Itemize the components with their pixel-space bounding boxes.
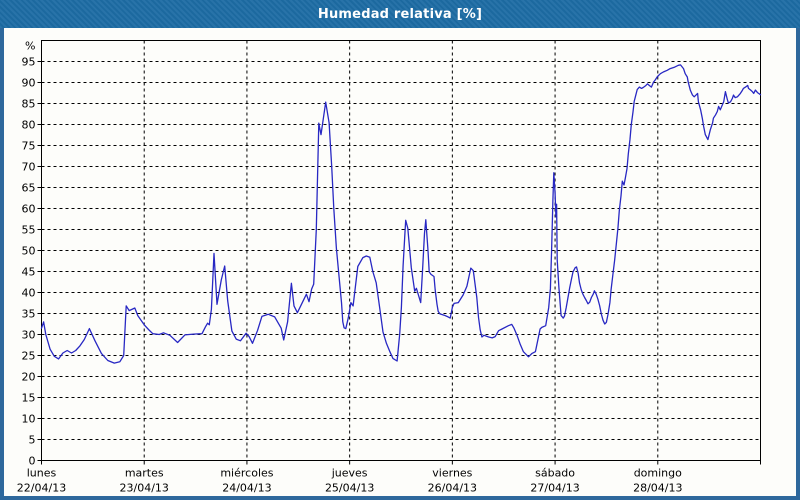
svg-text:70: 70 <box>22 161 36 174</box>
svg-text:85: 85 <box>22 98 36 111</box>
day-date-label: 28/04/13 <box>633 482 682 495</box>
day-date-label: 22/04/13 <box>17 482 66 495</box>
day-name-label: sábado <box>535 467 575 480</box>
day-name-label: martes <box>125 467 164 480</box>
x-axis-labels: lunes 22/04/13 martes 23/04/13 miércoles 24/0… <box>17 467 683 495</box>
chart-panel: 0 5 10 15 20 25 30 35 40 45 50 55 60 65 70 75 80 85 90 95% l… <box>4 28 796 496</box>
day-name-label: jueves <box>331 467 368 480</box>
day-name-label: lunes <box>27 467 57 480</box>
plot-frame <box>41 40 761 461</box>
svg-text:25: 25 <box>22 350 36 363</box>
svg-text:75: 75 <box>22 140 36 153</box>
day-date-label: 23/04/13 <box>120 482 169 495</box>
gridlines <box>41 40 761 461</box>
y-axis-labels: 0 5 10 15 20 25 30 35 40 45 50 55 60 65 70 75 80 85 90 95% <box>22 40 36 468</box>
day-date-label: 26/04/13 <box>428 482 477 495</box>
day-name-label: viernes <box>432 467 472 480</box>
day-date-label: 25/04/13 <box>325 482 374 495</box>
day-date-label: 27/04/13 <box>530 482 579 495</box>
svg-text:95: 95 <box>22 56 36 69</box>
y-unit-label: % <box>25 40 35 53</box>
day-name-label: miércoles <box>220 467 273 480</box>
svg-text:65: 65 <box>22 182 36 195</box>
svg-text:55: 55 <box>22 224 36 237</box>
axis-ticks <box>37 61 761 465</box>
svg-text:90: 90 <box>22 77 36 90</box>
svg-text:80: 80 <box>22 119 36 132</box>
svg-text:15: 15 <box>22 392 36 405</box>
svg-text:0: 0 <box>29 455 36 468</box>
svg-text:10: 10 <box>22 413 36 426</box>
day-name-label: domingo <box>634 467 682 480</box>
svg-text:40: 40 <box>22 287 36 300</box>
svg-text:5: 5 <box>29 434 36 447</box>
svg-text:20: 20 <box>22 371 36 384</box>
humidity-line <box>40 64 762 364</box>
svg-text:60: 60 <box>22 203 36 216</box>
svg-text:45: 45 <box>22 266 36 279</box>
humidity-chart: 0 5 10 15 20 25 30 35 40 45 50 55 60 65 70 75 80 85 90 95% l… <box>17 40 762 495</box>
chart-title: Humedad relativa [%] <box>317 6 483 22</box>
title-bar: Humedad relativa [%] <box>0 0 800 28</box>
svg-text:30: 30 <box>22 329 36 342</box>
svg-text:50: 50 <box>22 245 36 258</box>
svg-text:35: 35 <box>22 308 36 321</box>
day-date-label: 24/04/13 <box>222 482 271 495</box>
